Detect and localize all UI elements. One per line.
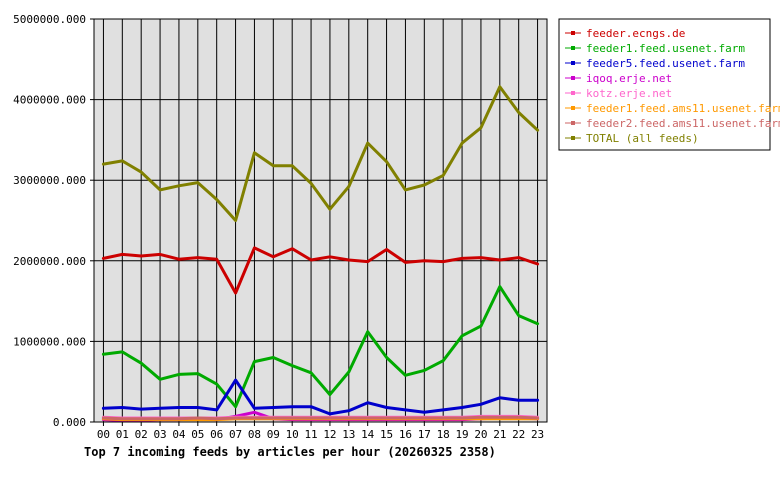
x-tick-label: 16 (399, 428, 412, 441)
x-tick-label: 18 (437, 428, 450, 441)
chart-title: Top 7 incoming feeds by articles per hou… (84, 445, 496, 459)
x-axis-ticks: 00 01 02 03 04 05 06 07 08 09 10 11 12 13 14 15 16 17 18 19… (97, 422, 544, 441)
legend-entry: feeder5.feed.usenet.farm (586, 57, 745, 70)
x-tick-label: 08 (248, 428, 261, 441)
y-tick-label: 4000000.000 (13, 94, 86, 107)
x-tick-label: 12 (323, 428, 336, 441)
x-tick-label: 17 (418, 428, 431, 441)
legend-swatch-marker (571, 76, 575, 80)
x-tick-label: 05 (191, 428, 204, 441)
series-line (101, 415, 540, 421)
legend-entry: iqoq.erje.net (586, 72, 672, 85)
x-tick-label: 15 (380, 428, 393, 441)
y-tick-label: 1000000.000 (13, 335, 86, 348)
y-tick-label: 2000000.000 (13, 255, 86, 268)
legend-entry: feeder2.feed.ams11.usenet.farm (586, 117, 780, 130)
series-line (101, 85, 540, 222)
legend-entry: kotz.erje.net (586, 87, 672, 100)
legend: feeder.ecngs.de feeder1.feed.usenet.farm f… (558, 18, 780, 151)
x-tick-label: 00 (97, 428, 110, 441)
legend-box (558, 18, 771, 151)
y-tick-label: 0.000 (53, 416, 86, 429)
x-tick-label: 01 (116, 428, 129, 441)
y-tick-label: 3000000.000 (13, 174, 86, 187)
x-tick-label: 03 (153, 428, 166, 441)
legend-entry: TOTAL (all feeds) (586, 132, 699, 145)
x-tick-label: 09 (267, 428, 280, 441)
series-line (101, 378, 540, 416)
x-tick-label: 21 (493, 428, 506, 441)
x-tick-label: 13 (342, 428, 355, 441)
legend-swatch-marker (571, 31, 575, 35)
legend-entry: feeder1.feed.ams11.usenet.farm (586, 102, 780, 115)
y-axis-ticks: 0.000 1000000.000 2000000.000 3000000.000 40… (13, 13, 94, 429)
x-tick-label: 23 (531, 428, 544, 441)
x-tick-label: 07 (229, 428, 242, 441)
legend-swatch-marker (571, 46, 575, 50)
legend-entry: feeder.ecngs.de (586, 27, 685, 40)
series-line (101, 246, 540, 295)
legend-entry: feeder1.feed.usenet.farm (586, 42, 745, 55)
legend-swatch-marker (571, 61, 575, 65)
y-tick-label: 5000000.000 (13, 13, 86, 26)
x-tick-label: 06 (210, 428, 223, 441)
x-tick-label: 19 (455, 428, 468, 441)
plot-background (94, 19, 547, 422)
x-tick-label: 14 (361, 428, 375, 441)
series-line (101, 285, 540, 409)
legend-swatch-marker (571, 121, 575, 125)
x-tick-label: 11 (304, 428, 317, 441)
x-tick-label: 10 (286, 428, 299, 441)
x-tick-label: 02 (135, 428, 148, 441)
plot-frame (93, 18, 548, 423)
series-lines (101, 85, 540, 422)
x-tick-label: 22 (512, 428, 525, 441)
legend-swatch-marker (571, 136, 575, 140)
x-tick-label: 04 (172, 428, 186, 441)
legend-swatch-marker (571, 91, 575, 95)
legend-swatch-marker (571, 106, 575, 110)
x-tick-label: 20 (474, 428, 487, 441)
